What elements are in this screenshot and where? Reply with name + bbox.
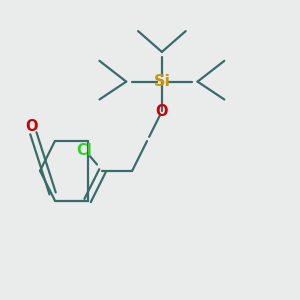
Text: O: O	[156, 104, 168, 119]
Text: Cl: Cl	[77, 142, 92, 158]
Text: Si: Si	[153, 74, 170, 89]
Text: O: O	[25, 119, 38, 134]
